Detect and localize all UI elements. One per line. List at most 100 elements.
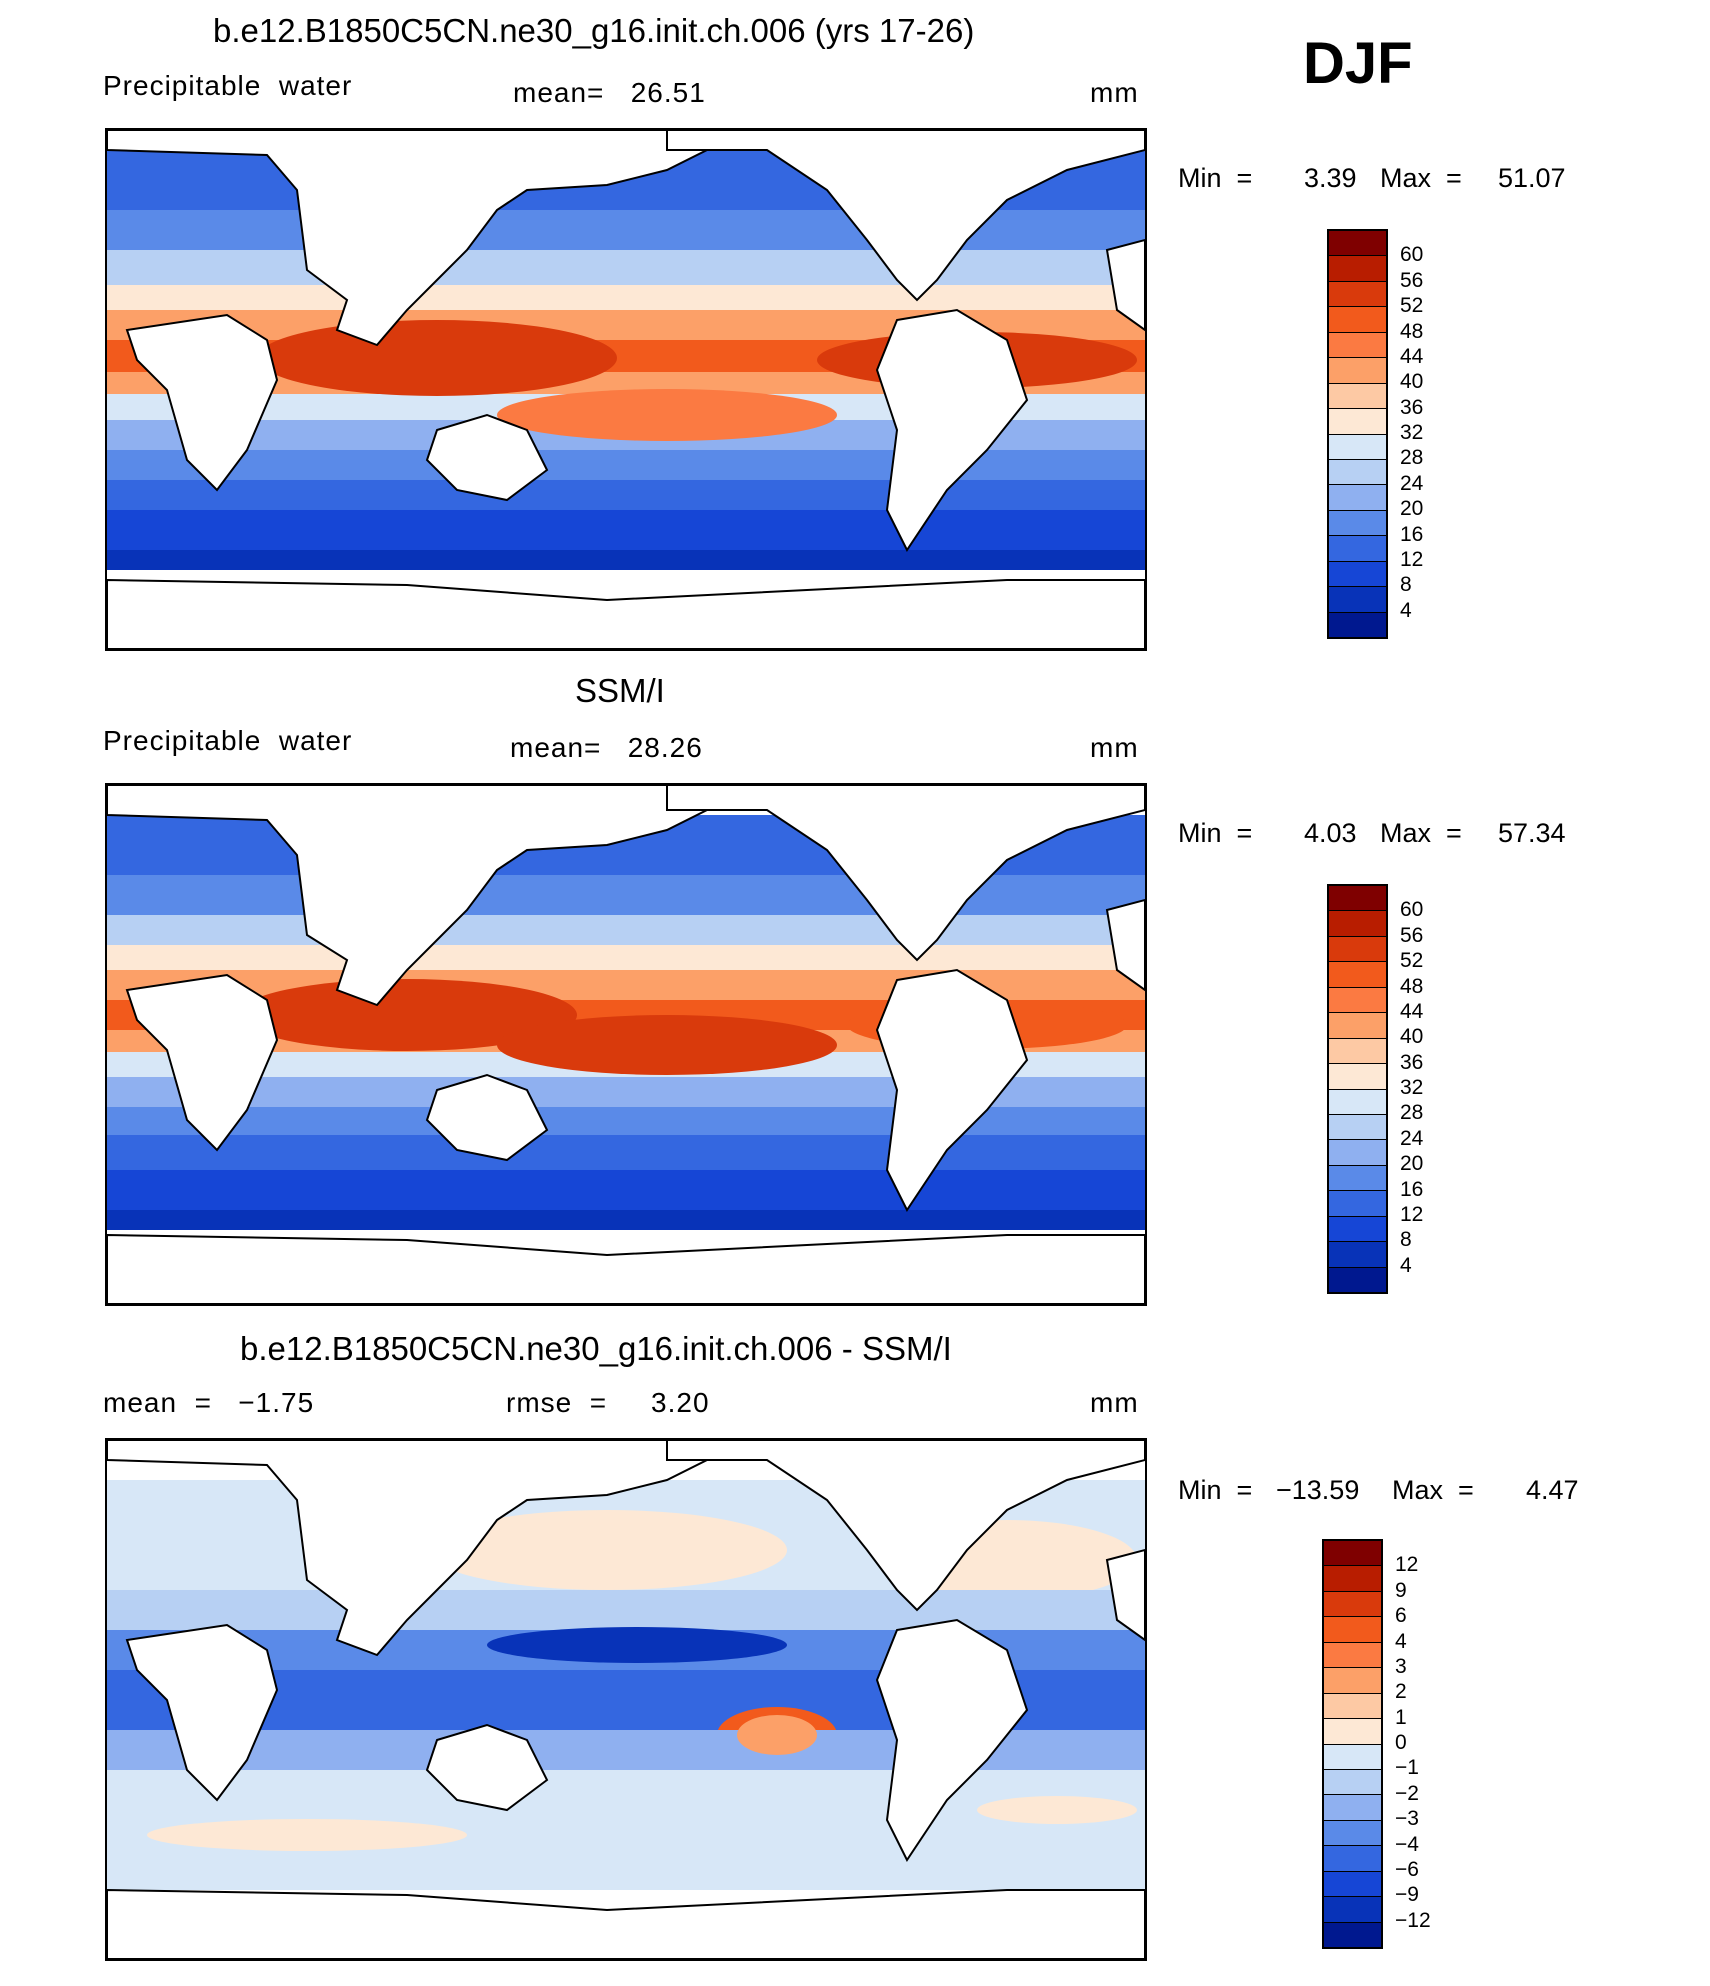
colorbar-swatch [1324,1871,1381,1898]
panel2-max-label: Max = [1380,818,1462,848]
panel3-min-label: Min = [1178,1475,1253,1505]
panel3-max-value: 4.47 [1526,1475,1579,1505]
colorbar-tick-label: 56 [1400,268,1424,292]
colorbar-swatch [1329,1242,1386,1268]
colorbar-swatch [1324,1541,1381,1567]
colorbar-tick-label: 40 [1400,1025,1424,1049]
colorbar-swatch [1329,383,1386,410]
panel3-min-value: −13.59 [1276,1475,1360,1505]
colorbar-swatch [1324,1591,1381,1618]
colorbar-swatch [1329,911,1386,937]
colorbar-tick-label: 28 [1400,1101,1424,1125]
colorbar-tick-label: 20 [1400,497,1424,521]
panel2-max-value: 57.34 [1498,818,1566,848]
colorbar-tick-label: 6 [1395,1604,1407,1628]
colorbar-tick-label: 48 [1400,974,1424,998]
panel3-units-label: mm [1090,1387,1139,1418]
colorbar-tick-label: 40 [1400,370,1424,394]
colorbar-tick-label: 48 [1400,319,1424,343]
panel2-min-label: Min = [1178,818,1253,848]
colorbar-tick-label: 4 [1400,1253,1412,1277]
colorbar-tick-label: −12 [1395,1908,1431,1932]
colorbar-tick-label: 8 [1400,573,1412,597]
colorbar-tick-label: 0 [1395,1731,1407,1754]
panel3-rmse-label: rmse = 3.20 [506,1387,710,1418]
colorbar-swatch [1324,1744,1381,1770]
colorbar-swatch [1329,485,1386,511]
panel3-max-label: Max = [1392,1475,1474,1505]
colorbar-tick-label: −2 [1395,1781,1419,1805]
colorbar-swatch [1324,1566,1381,1592]
colorbar-tick-label: −3 [1395,1807,1419,1831]
colorbar-tick-label: −1 [1395,1756,1419,1780]
colorbar-swatch [1329,962,1386,988]
panel1-map [105,128,1147,651]
colorbar-tick-label: 8 [1400,1228,1412,1252]
colorbar-swatch [1329,1038,1386,1065]
panel1-mean-label: mean= 26.51 [513,77,706,108]
colorbar-tick-label: 9 [1395,1578,1407,1602]
colorbar-tick-label: 56 [1400,923,1424,947]
panel1-max-value: 51.07 [1498,163,1566,193]
colorbar-swatch [1329,1064,1386,1090]
panel2-title: SSM/I [575,672,665,709]
colorbar-tick-label: 60 [1400,243,1424,267]
panel3-mean-label: mean = −1.75 [103,1387,315,1418]
colorbar-tick-label: 12 [1395,1553,1419,1577]
panel2-colorbar [1327,884,1388,1294]
panel3-colorbar [1322,1539,1383,1949]
colorbar-tick-label: −9 [1395,1883,1419,1907]
panel1-max-label: Max = [1380,163,1462,193]
colorbar-swatch [1329,332,1386,359]
colorbar-swatch [1329,987,1386,1014]
colorbar-swatch [1324,1642,1381,1669]
panel2-variable-label: Precipitable water [103,725,353,756]
colorbar-swatch [1329,1165,1386,1192]
colorbar-swatch [1329,1013,1386,1039]
colorbar-tick-label: 16 [1400,522,1424,546]
colorbar-tick-label: 32 [1400,1076,1424,1099]
colorbar-tick-label: −6 [1395,1857,1419,1881]
panel2-units-label: mm [1090,732,1139,763]
colorbar-swatch [1329,1089,1386,1115]
colorbar-tick-label: 24 [1400,471,1424,495]
colorbar-swatch [1329,1216,1386,1243]
panel1-min-value: 3.39 [1304,163,1357,193]
colorbar-swatch [1329,281,1386,308]
colorbar-swatch [1329,886,1386,912]
colorbar-tick-label: 3 [1395,1654,1407,1678]
colorbar-tick-label: 4 [1395,1629,1407,1653]
colorbar-tick-label: 1 [1395,1705,1407,1729]
colorbar-swatch [1329,510,1386,537]
colorbar-tick-label: 36 [1400,1050,1424,1074]
panel1-title: b.e12.B1850C5CN.ne30_g16.init.ch.006 (yr… [213,12,975,49]
colorbar-swatch [1329,587,1386,613]
colorbar-swatch [1329,434,1386,460]
panel2-mean-label: mean= 28.26 [510,732,703,763]
colorbar-tick-label: 32 [1400,421,1424,444]
colorbar-tick-label: 28 [1400,446,1424,470]
colorbar-swatch [1324,1795,1381,1821]
colorbar-swatch [1329,1114,1386,1141]
panel2-map [105,783,1147,1306]
colorbar-swatch [1324,1719,1381,1745]
colorbar-tick-label: 44 [1400,344,1424,368]
colorbar-swatch [1329,409,1386,435]
colorbar-tick-label: 52 [1400,949,1424,973]
colorbar-swatch [1329,612,1386,637]
colorbar-swatch [1329,1267,1386,1292]
colorbar-swatch [1324,1693,1381,1720]
colorbar-tick-label: 12 [1400,1202,1424,1226]
colorbar-tick-label: 36 [1400,395,1424,419]
colorbar-swatch [1329,1191,1386,1217]
colorbar-swatch [1324,1820,1381,1847]
panel1-min-label: Min = [1178,163,1253,193]
colorbar-tick-label: 20 [1400,1152,1424,1176]
colorbar-tick-label: 60 [1400,898,1424,922]
colorbar-swatch [1324,1617,1381,1643]
colorbar-swatch [1329,256,1386,282]
colorbar-tick-label: 44 [1400,999,1424,1023]
colorbar-swatch [1329,936,1386,963]
colorbar-swatch [1329,231,1386,257]
colorbar-swatch [1329,561,1386,588]
